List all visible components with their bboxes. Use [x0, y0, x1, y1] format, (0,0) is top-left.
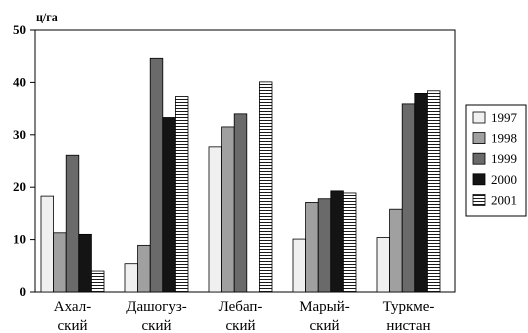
y-tick-label: 0 — [20, 284, 27, 299]
bar-2000-1 — [162, 117, 176, 293]
bar-1998-3 — [305, 201, 319, 293]
bar-1999-3 — [317, 198, 332, 293]
category-label: ский — [310, 318, 340, 333]
bar-1999-0 — [65, 154, 80, 293]
bar-1998-1 — [137, 244, 151, 293]
bar-1997-2 — [208, 146, 223, 293]
legend-swatch-1998 — [472, 132, 486, 145]
category-label: ский — [58, 318, 88, 333]
y-tick-label: 50 — [13, 22, 26, 37]
bar-1999-1 — [149, 57, 164, 293]
bar-2001-2 — [258, 81, 273, 293]
legend-label-1997: 1997 — [491, 110, 518, 125]
legend-label-2000: 2000 — [491, 172, 517, 187]
bar-1997-4 — [376, 237, 391, 293]
category-label: Лебап- — [219, 299, 263, 315]
bar-2000-4 — [414, 93, 428, 293]
y-tick-label: 20 — [13, 179, 26, 194]
bar-2001-0 — [91, 270, 105, 293]
y-tick-label: 30 — [13, 127, 26, 142]
bar-1999-4 — [401, 103, 416, 293]
y-unit-label: ц/га — [36, 10, 58, 24]
legend: 1997 1998 1999 2000 2001 — [472, 110, 518, 207]
legend-label-2001: 2001 — [491, 192, 517, 207]
bar-2000-0 — [78, 233, 92, 293]
bar-2001-4 — [426, 90, 441, 293]
legend-swatch-1999 — [472, 152, 486, 165]
category-label: Марый- — [299, 299, 350, 315]
bar-1998-4 — [389, 208, 403, 293]
bar-2001-1 — [174, 96, 189, 293]
y-tick-label: 40 — [13, 74, 26, 89]
category-label: Дашогуз- — [126, 299, 187, 315]
bar-1997-1 — [124, 263, 139, 293]
bar-1997-0 — [40, 195, 55, 293]
bar-1998-2 — [221, 126, 235, 293]
category-label: нистан — [386, 318, 430, 333]
category-label: Туркме- — [383, 299, 435, 315]
bar-1998-0 — [53, 232, 67, 293]
category-label: ский — [142, 318, 172, 333]
legend-box — [465, 104, 527, 217]
legend-swatch-2000 — [472, 173, 486, 186]
bar-1999-2 — [233, 113, 248, 293]
category-label: Ахал- — [54, 299, 91, 315]
bar-1997-3 — [292, 238, 307, 293]
legend-swatch-2001 — [472, 193, 486, 206]
bar-2001-3 — [342, 192, 357, 293]
legend-label-1998: 1998 — [491, 131, 517, 146]
legend-swatch-1997 — [472, 111, 486, 124]
bar-2000-3 — [330, 190, 344, 293]
legend-label-1999: 1999 — [491, 151, 517, 166]
category-label: ский — [226, 318, 256, 333]
y-tick-label: 10 — [13, 232, 26, 247]
